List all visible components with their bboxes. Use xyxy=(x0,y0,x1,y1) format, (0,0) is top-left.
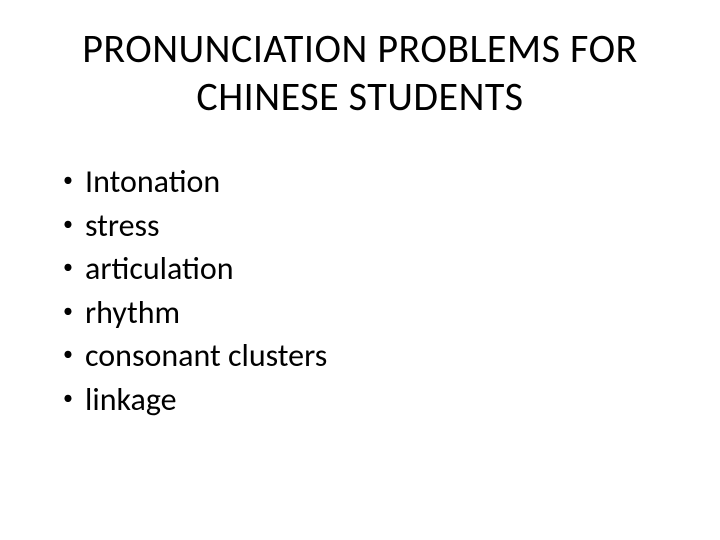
list-item: • rhythm xyxy=(55,292,670,334)
bullet-text: linkage xyxy=(85,379,670,421)
bullet-text: articulation xyxy=(85,248,670,290)
bullet-text: Intonation xyxy=(85,161,670,203)
bullet-text: rhythm xyxy=(85,292,670,334)
bullet-icon: • xyxy=(55,205,85,237)
bullet-icon: • xyxy=(55,161,85,193)
title-line-2: CHINESE STUDENTS xyxy=(196,72,523,121)
list-item: • linkage xyxy=(55,379,670,421)
bullet-list: • Intonation • stress • articulation • r… xyxy=(50,161,670,421)
bullet-icon: • xyxy=(55,379,85,411)
bullet-icon: • xyxy=(55,248,85,280)
bullet-text: stress xyxy=(85,205,670,247)
list-item: • articulation xyxy=(55,248,670,290)
list-item: • Intonation xyxy=(55,161,670,203)
bullet-text: consonant clusters xyxy=(85,335,670,377)
title-line-1: PRONUNCIATION PROBLEMS FOR xyxy=(82,24,638,73)
bullet-icon: • xyxy=(55,335,85,367)
list-item: • stress xyxy=(55,205,670,247)
bullet-icon: • xyxy=(55,292,85,324)
slide-title: PRONUNCIATION PROBLEMS FOR CHINESE STUDE… xyxy=(50,25,670,121)
list-item: • consonant clusters xyxy=(55,335,670,377)
